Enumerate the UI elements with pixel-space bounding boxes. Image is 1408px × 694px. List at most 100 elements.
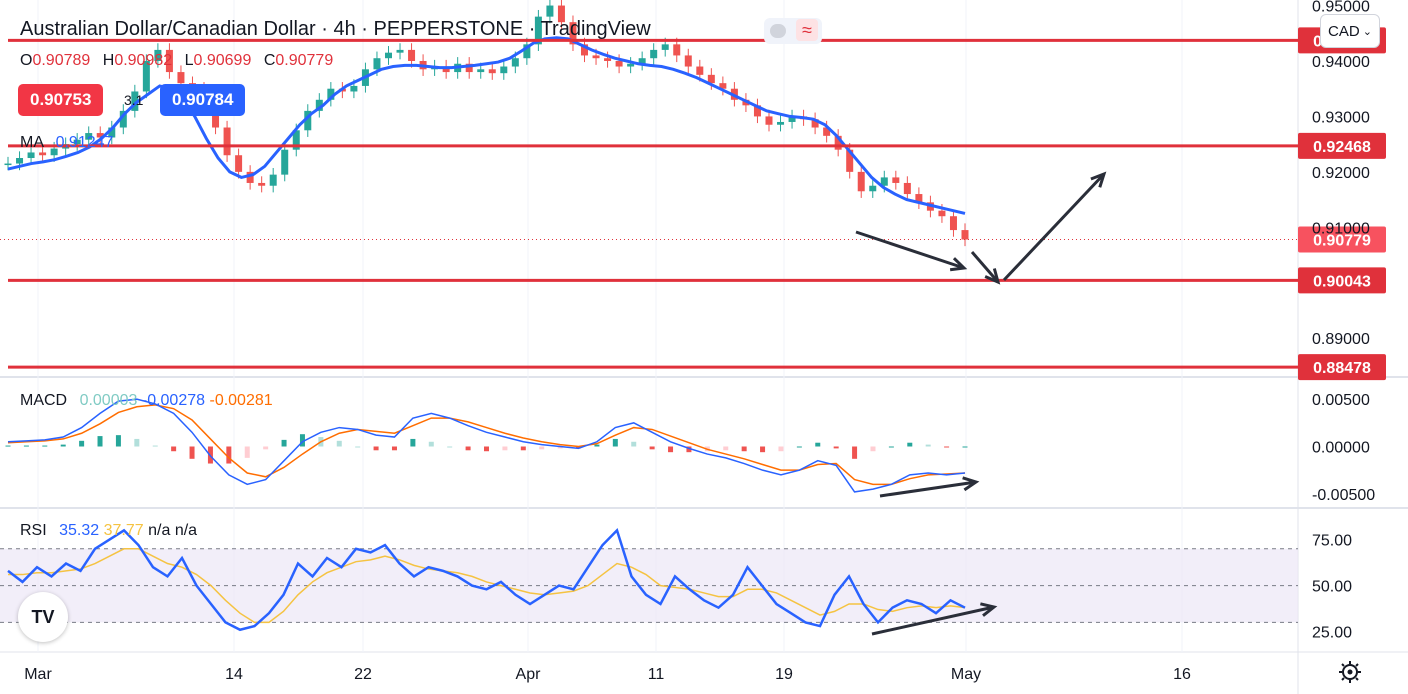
candle-body <box>604 58 612 61</box>
candle-body <box>373 58 381 70</box>
candle-body <box>707 74 715 84</box>
macd-signal-line <box>7 404 966 486</box>
candle-body <box>292 130 300 150</box>
candle-body <box>880 177 888 186</box>
annotation-arrows-layer[interactable] <box>855 171 1107 636</box>
ohlc-legend: O0.90789 H0.90982 L0.90699 C0.90779 <box>20 52 341 70</box>
candle-body <box>719 83 727 89</box>
time-tick-label: Apr <box>516 666 542 683</box>
macd-tick-label: 0.00500 <box>1312 392 1370 409</box>
tradingview-logo-icon[interactable]: TV <box>18 592 68 642</box>
price-tick-label: 0.93000 <box>1312 109 1370 126</box>
candle-body <box>73 139 81 145</box>
candle-body <box>638 58 646 64</box>
macd-histogram-bar <box>944 446 950 448</box>
macd-histogram-bar <box>741 446 747 452</box>
candle-body <box>27 152 35 159</box>
macd-histogram-bar <box>833 446 839 449</box>
time-tick-label: 11 <box>648 666 665 683</box>
candle-body <box>523 44 531 59</box>
price-target-arrow-head <box>1090 171 1107 188</box>
macd-histogram-bar <box>79 440 85 447</box>
candle-body <box>696 66 704 75</box>
visibility-toggle[interactable]: ≈ <box>764 18 822 44</box>
candle-body <box>546 5 554 17</box>
macd-histogram-bar <box>336 440 342 447</box>
wave-icon[interactable]: ≈ <box>796 19 818 41</box>
candle-body <box>684 55 692 67</box>
candle-body <box>119 110 127 128</box>
macd-histogram-bar <box>888 446 894 448</box>
macd-divergence-arrow-head <box>962 476 980 492</box>
macd-line-value: -0.00278 <box>141 392 206 409</box>
macd-histogram-bar <box>465 446 471 451</box>
macd-histogram-bar <box>410 438 416 447</box>
macd-histogram-bar <box>870 446 876 452</box>
symbol-title[interactable]: Australian Dollar/Canadian Dollar · 4h ·… <box>20 18 651 40</box>
chevron-down-icon: ⌄ <box>1362 25 1372 38</box>
indicator-lines-layer <box>7 36 966 632</box>
candle-body <box>246 171 254 183</box>
ohlc-close-label: C <box>263 52 276 69</box>
candle-body <box>511 58 519 67</box>
currency-select[interactable]: CAD ⌄ <box>1320 14 1380 48</box>
level-price-label: 0.88478 <box>1313 360 1371 377</box>
macd-tick-label: 0.00000 <box>1312 440 1370 457</box>
candle-body <box>396 49 404 53</box>
price-tick-label: 0.89000 <box>1312 331 1370 348</box>
macd-histogram-bar <box>760 446 766 453</box>
rsi-na-2: n/a <box>174 522 198 539</box>
macd-histogram-bar <box>23 445 29 447</box>
macd-histogram-bar <box>815 442 821 447</box>
candle-body <box>408 49 416 61</box>
time-tick-label: 19 <box>775 666 793 683</box>
candle-body <box>892 177 900 183</box>
candle-body <box>500 66 508 74</box>
macd-histogram-bar <box>962 446 968 448</box>
candle-body <box>4 163 12 166</box>
candle-body <box>85 133 93 140</box>
candle-body <box>765 116 773 125</box>
rsi-label: RSI <box>20 522 47 539</box>
eye-icon[interactable] <box>770 24 786 38</box>
macd-histogram-bar <box>539 446 545 450</box>
macd-histogram-bar <box>152 445 158 447</box>
candle-body <box>753 105 761 117</box>
macd-histogram-bar <box>244 446 250 458</box>
macd-label: MACD <box>20 392 68 409</box>
macd-histogram-bar <box>281 439 287 447</box>
rsi-tick-label: 25.00 <box>1312 625 1352 642</box>
macd-histogram-bar <box>97 436 103 447</box>
buy-button[interactable]: 0.90784 <box>160 84 246 116</box>
gear-icon[interactable] <box>1339 661 1361 683</box>
macd-histogram-bar <box>428 441 434 447</box>
macd-histogram-bar <box>631 441 637 447</box>
candle-body <box>235 155 243 172</box>
ohlc-open-label: O <box>20 52 33 69</box>
macd-legend[interactable]: MACD 0.00003 -0.00278 -0.00281 <box>20 392 273 410</box>
rsi-legend[interactable]: RSI 35.32 37.77 n/a n/a <box>20 522 197 540</box>
macd-histogram-bar <box>925 444 931 447</box>
level-price-label: 0.90043 <box>1313 273 1371 290</box>
axis-labels-layer: 0.95000 0.94000 0.93000 0.92000 0.91000 0.890… <box>24 0 1375 683</box>
candle-body <box>154 49 162 61</box>
macd-hist-value: 0.00003 <box>79 392 138 409</box>
ohlc-close-value: 0.90779 <box>275 52 334 69</box>
candle-body <box>50 148 58 156</box>
macd-histogram-bar <box>115 435 121 447</box>
macd-histogram-bar <box>649 446 655 450</box>
ohlc-low-value: 0.90699 <box>193 52 252 69</box>
macd-histogram-bar <box>796 446 802 448</box>
macd-histogram-bar <box>42 445 48 447</box>
candle-body <box>857 171 865 192</box>
macd-histogram-bar <box>576 446 582 449</box>
price-tick-label: 0.95000 <box>1312 0 1370 16</box>
candle-body <box>673 44 681 56</box>
sell-button[interactable]: 0.90753 <box>18 84 104 116</box>
candle-body <box>650 49 658 59</box>
ma-legend[interactable]: MA 0.91247 <box>20 134 113 152</box>
macd-histogram-bar <box>373 446 379 451</box>
candle-body <box>811 119 819 128</box>
macd-histogram-bar <box>134 438 140 447</box>
